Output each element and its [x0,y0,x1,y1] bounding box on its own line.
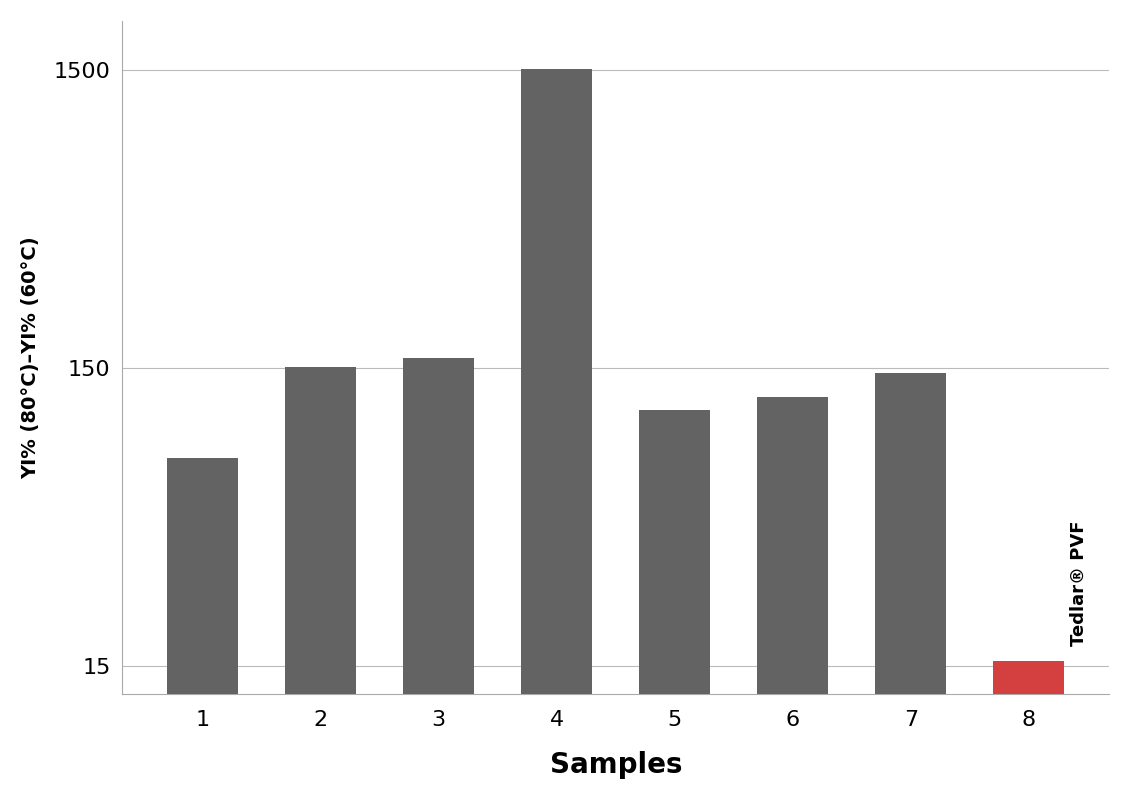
Bar [167,458,238,800]
Bar [993,662,1064,800]
Text: Tedlar® PVF: Tedlar® PVF [1069,520,1087,646]
Bar [285,367,356,800]
Bar [521,69,592,800]
Bar [640,410,711,800]
Y-axis label: YI% (80°C)–YI% (60°C): YI% (80°C)–YI% (60°C) [20,236,40,479]
Bar [876,374,946,800]
Bar [403,358,475,800]
X-axis label: Samples: Samples [549,751,683,779]
Bar [757,397,828,800]
